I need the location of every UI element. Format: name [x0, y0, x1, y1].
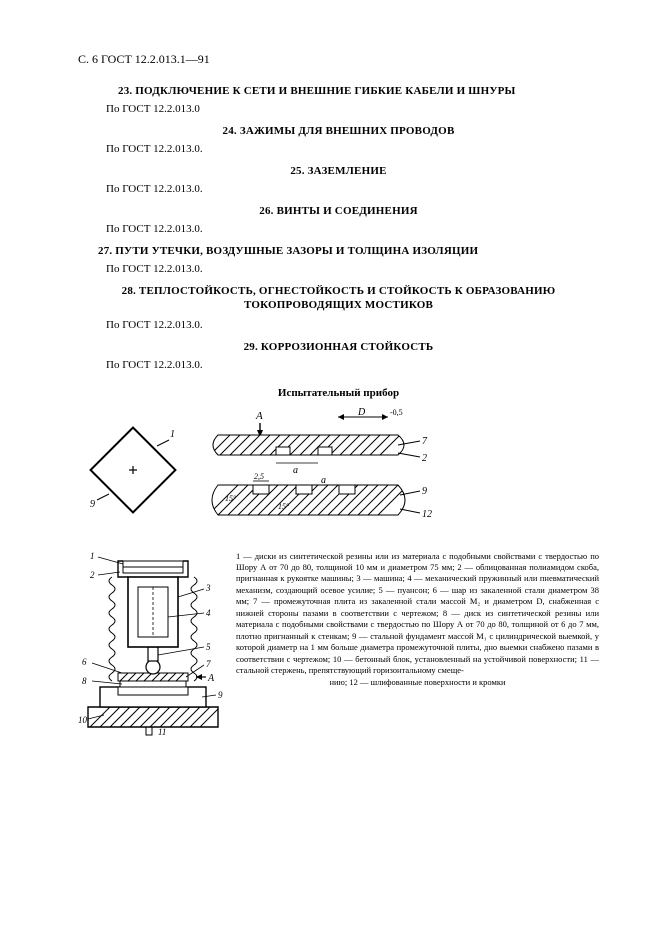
label-D: D — [357, 407, 366, 418]
label-2b: 2 — [90, 570, 95, 580]
label-10: 10 — [78, 715, 88, 725]
label-7a: 7 — [422, 436, 428, 447]
label-6b: 6 — [82, 657, 87, 667]
label-A2: А — [207, 673, 215, 684]
legend-body: 1 — диски из синтетической резины или из… — [236, 551, 599, 676]
legend-last: нию; 12 — шлифованные поверхности и кром… — [236, 677, 599, 688]
label-9c: 9 — [218, 690, 223, 700]
section-28-ref: По ГОСТ 12.2.013.0. — [78, 319, 599, 331]
label-3b: 3 — [205, 583, 211, 593]
label-4b: 4 — [206, 608, 211, 618]
document-page: С. 6 ГОСТ 12.2.013.1—91 23. ПОДКЛЮЧЕНИЕ … — [0, 0, 661, 936]
figure-apparatus: 11 — [78, 547, 228, 737]
figure-title: Испытательный прибор — [78, 387, 599, 399]
label-8b: 8 — [82, 676, 87, 686]
section-29-title: 29. КОРРОЗИОННАЯ СТОЙКОСТЬ — [78, 341, 599, 353]
label-15b: 15° — [278, 502, 290, 511]
figure-top: 1 9 А D -0,5 — [78, 405, 599, 535]
label-25: 2,5 — [254, 472, 264, 481]
label-1b: 1 — [90, 551, 95, 561]
figure-legend: 1 — диски из синтетической резины или из… — [228, 547, 599, 689]
lower-section: 15° 15° 2,5 a — [206, 472, 416, 517]
label-a1: a — [293, 465, 298, 476]
label-15a: 15° — [225, 494, 237, 503]
label-9a: 9 — [90, 499, 95, 510]
section-29-ref: По ГОСТ 12.2.013.0. — [78, 359, 599, 371]
label-A1: А — [255, 410, 263, 422]
section-23-ref: По ГОСТ 12.2.013.0 — [78, 103, 599, 115]
section-26-title: 26. ВИНТЫ И СОЕДИНЕНИЯ — [78, 205, 599, 217]
section-27-title: 27. ПУТИ УТЕЧКИ, ВОЗДУШНЫЕ ЗАЗОРЫ И ТОЛЩ… — [78, 245, 599, 257]
page-header: С. 6 ГОСТ 12.2.013.1—91 — [78, 52, 599, 67]
section-26-ref: По ГОСТ 12.2.013.0. — [78, 223, 599, 235]
label-5b: 5 — [206, 642, 211, 652]
section-25-ref: По ГОСТ 12.2.013.0. — [78, 183, 599, 195]
label-11: 11 — [158, 727, 166, 737]
figure-bottom-row: 11 — [78, 547, 599, 737]
section-25-title: 25. ЗАЗЕМЛЕНИЕ — [78, 165, 599, 177]
label-a2: a — [321, 475, 326, 486]
section-27-ref: По ГОСТ 12.2.013.0. — [78, 263, 599, 275]
label-7b: 7 — [206, 659, 211, 669]
label-9b: 9 — [422, 486, 427, 497]
label-2a: 2 — [422, 453, 427, 464]
section-23-title: 23. ПОДКЛЮЧЕНИЕ К СЕТИ И ВНЕШНИЕ ГИБКИЕ … — [78, 85, 599, 97]
section-24-ref: По ГОСТ 12.2.013.0. — [78, 143, 599, 155]
section-24-title: 24. ЗАЖИМЫ ДЛЯ ВНЕШНИХ ПРОВОДОВ — [78, 125, 599, 137]
label-minus05: -0,5 — [390, 408, 403, 417]
section-28-title: 28. ТЕПЛОСТОЙКОСТЬ, ОГНЕСТОЙКОСТЬ И СТОЙ… — [78, 285, 599, 313]
label-12a: 12 — [422, 509, 432, 520]
label-1a: 1 — [170, 429, 175, 440]
upper-section: a — [208, 427, 408, 476]
